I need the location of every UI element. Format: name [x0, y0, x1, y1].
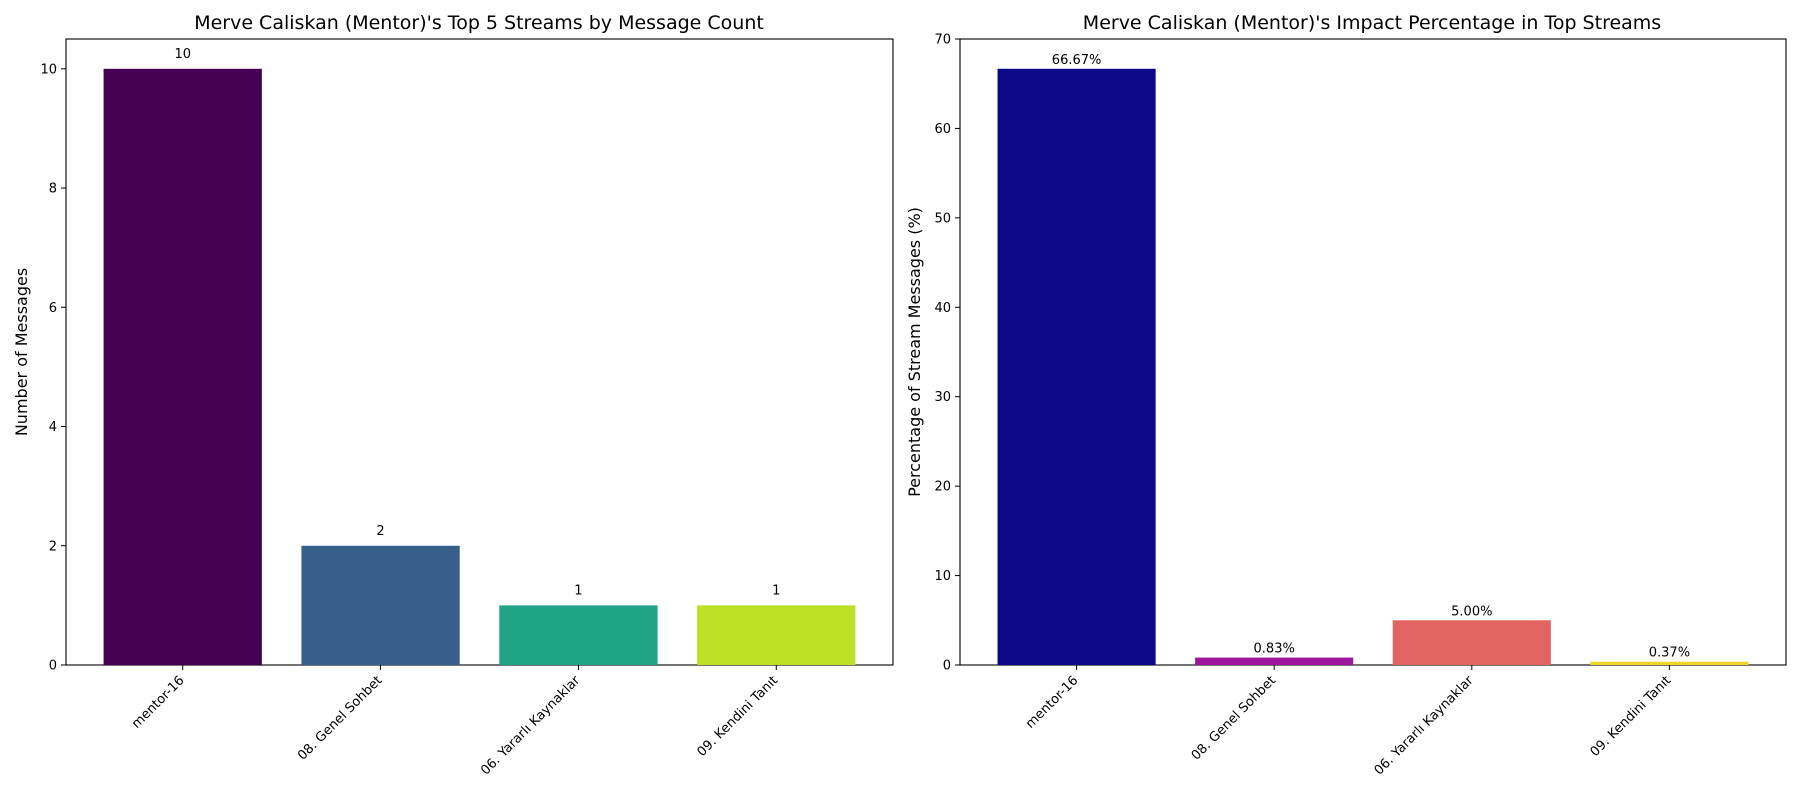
bars: [103, 68, 856, 666]
y-ticks: 0 2 4 6 8 10: [40, 62, 66, 674]
message-count-chart: Merve Caliskan (Mentor)'s Top 5 Streams …: [12, 12, 894, 778]
data-label: 10: [174, 47, 191, 62]
data-label: 66.67%: [1052, 53, 1102, 68]
x-tick-label: 09. Kendini Tanıt: [694, 673, 781, 760]
y-tick-label: 30: [934, 390, 951, 405]
y-tick-label: 10: [934, 569, 951, 584]
x-ticks: mentor-16 08. Genel Sohbet 06. Yararlı Kay…: [129, 665, 781, 778]
bar: [1195, 657, 1354, 665]
y-tick-label: 6: [49, 301, 57, 316]
y-tick-label: 50: [934, 211, 951, 226]
data-label: 1: [574, 583, 582, 598]
x-tick-label: mentor-16: [1023, 673, 1081, 731]
bar: [301, 545, 460, 665]
bars: [997, 68, 1749, 665]
y-tick-label: 20: [934, 480, 951, 495]
y-tick-label: 0: [49, 659, 57, 674]
chart-title: Merve Caliskan (Mentor)'s Impact Percent…: [1083, 12, 1661, 34]
y-axis-label: Number of Messages: [12, 268, 31, 436]
bar: [997, 68, 1156, 665]
y-tick-label: 4: [49, 420, 57, 435]
x-ticks: mentor-16 08. Genel Sohbet 06. Yararlı Kay…: [1023, 665, 1674, 778]
y-tick-label: 8: [49, 182, 57, 197]
y-tick-label: 10: [40, 62, 57, 77]
y-tick-label: 0: [943, 659, 951, 674]
data-labels: 10 2 1 1: [174, 47, 780, 599]
x-tick-label: 08. Genel Sohbet: [1189, 673, 1279, 763]
bar: [1392, 620, 1551, 665]
y-tick-label: 40: [934, 301, 951, 316]
y-axis-label: Percentage of Stream Messages (%): [905, 207, 924, 497]
data-label: 1: [772, 583, 780, 598]
data-label: 0.37%: [1649, 646, 1690, 661]
y-tick-label: 60: [934, 122, 951, 137]
bar: [697, 605, 856, 665]
data-label: 2: [376, 524, 384, 539]
chart-title: Merve Caliskan (Mentor)'s Top 5 Streams …: [194, 12, 764, 34]
y-ticks: 0 10 20 30 40 50 60 70: [934, 33, 960, 674]
x-tick-label: 06. Yararlı Kaynaklar: [1372, 673, 1478, 779]
x-tick-label: 08. Genel Sohbet: [295, 673, 385, 763]
bar: [1590, 661, 1749, 665]
bar: [103, 68, 262, 666]
plot-frame: [959, 38, 1787, 666]
y-tick-label: 2: [49, 539, 57, 554]
data-label: 0.83%: [1254, 642, 1295, 657]
impact-percentage-chart: Merve Caliskan (Mentor)'s Impact Percent…: [905, 12, 1787, 778]
bar: [499, 605, 658, 665]
x-tick-label: mentor-16: [129, 673, 187, 731]
y-tick-label: 70: [934, 33, 951, 48]
data-labels: 66.67% 0.83% 5.00% 0.37%: [1052, 53, 1690, 661]
x-tick-label: 06. Yararlı Kaynaklar: [478, 673, 584, 779]
plot-frame: [65, 38, 894, 666]
x-tick-label: 09. Kendini Tanıt: [1588, 673, 1675, 760]
data-label: 5.00%: [1451, 604, 1492, 619]
